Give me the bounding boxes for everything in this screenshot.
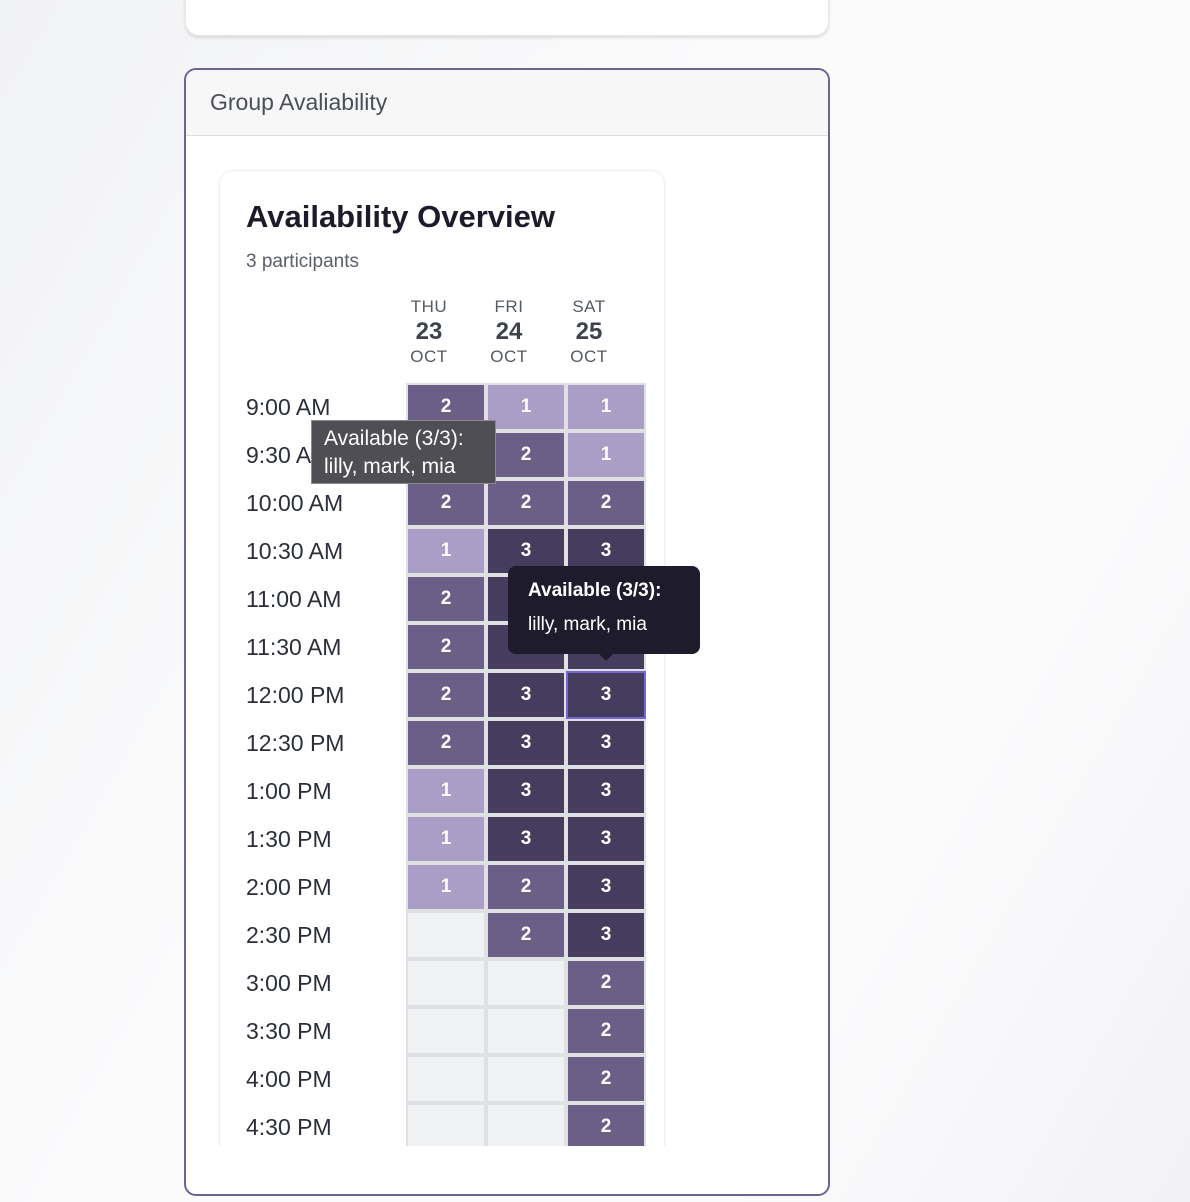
slot-cell-thu[interactable]: 2 (408, 625, 484, 669)
time-label: 4:30 PM (246, 1114, 332, 1140)
group-availability-header: Group Avaliability (186, 70, 828, 136)
slot-cell-fri[interactable]: 3 (488, 817, 564, 861)
time-label: 10:00 AM (246, 490, 344, 516)
slot-cell-sat[interactable]: 3 (568, 913, 644, 957)
previous-card (185, 0, 829, 36)
time-label: 1:30 PM (246, 826, 332, 852)
slot-cell-thu[interactable]: 2 (408, 721, 484, 765)
day-of-week: THU (410, 297, 448, 316)
availability-grid: 211321222133233233233233133133123232222 (406, 383, 646, 1146)
group-availability-card: Group Avaliability Availability Overview… (184, 68, 830, 1196)
slot-cell-sat[interactable]: 2 (568, 1105, 644, 1146)
day-number: 23 (415, 318, 443, 345)
slot-cell-thu[interactable]: 2 (408, 481, 484, 525)
slot-cell-fri[interactable]: 2 (488, 913, 564, 957)
slot-cell-thu[interactable]: 1 (408, 817, 484, 861)
slot-cell-sat[interactable]: 2 (568, 1057, 644, 1101)
time-label: 9:00 AM (246, 394, 331, 420)
group-availability-title: Group Avaliability (210, 89, 388, 115)
time-label: 12:00 PM (246, 682, 345, 708)
participants-count: 3 participants (246, 251, 360, 272)
slot-cell-thu[interactable] (408, 913, 484, 957)
slot-cell-fri[interactable]: 1 (488, 385, 564, 429)
native-tooltip: Available (3/3): lilly, mark, mia (311, 420, 496, 484)
slot-cell-fri[interactable] (488, 1057, 564, 1101)
time-label: 4:00 PM (246, 1066, 332, 1092)
time-label: 11:30 AM (246, 634, 342, 660)
overview-scroll-area[interactable]: Availability Overview 3 participants THU… (186, 136, 828, 1146)
month: OCT (570, 347, 608, 366)
slot-cell-fri[interactable]: 3 (488, 769, 564, 813)
slot-cell-thu[interactable]: 1 (408, 865, 484, 909)
day-header-sat: SAT 25 OCT (550, 297, 628, 367)
time-label: 2:00 PM (246, 874, 332, 900)
slot-cell-fri[interactable]: 2 (488, 865, 564, 909)
day-of-week: FRI (494, 297, 524, 316)
slot-cell-fri[interactable]: 2 (488, 481, 564, 525)
day-number: 24 (495, 318, 523, 345)
native-tooltip-line1: Available (3/3): (324, 427, 464, 450)
slot-cell-fri[interactable] (488, 961, 564, 1005)
month: OCT (490, 347, 528, 366)
native-tooltip-line2: lilly, mark, mia (324, 455, 456, 478)
slot-cell-sat[interactable]: 3 (568, 529, 644, 573)
slot-cell-fri[interactable] (488, 1105, 564, 1146)
slot-cell-sat[interactable]: 1 (568, 433, 644, 477)
tooltip-title: Available (3/3): (528, 580, 662, 601)
slot-cell-fri[interactable]: 2 (488, 433, 564, 477)
day-header-fri: FRI 24 OCT (470, 297, 548, 367)
slot-cell-fri[interactable] (488, 1009, 564, 1053)
slot-cell-sat[interactable]: 2 (568, 961, 644, 1005)
day-of-week: SAT (572, 297, 606, 316)
slot-cell-thu[interactable]: 1 (408, 529, 484, 573)
slot-cell-sat[interactable]: 3 (566, 671, 646, 719)
availability-tooltip: Available (3/3): lilly, mark, mia (508, 566, 700, 661)
time-label: 10:30 AM (246, 538, 344, 564)
time-label: 12:30 PM (246, 730, 345, 756)
slot-cell-sat[interactable]: 3 (568, 721, 644, 765)
tooltip-arrow (598, 653, 614, 661)
tooltip-names: lilly, mark, mia (528, 614, 647, 635)
overview-title: Availability Overview (246, 199, 556, 234)
day-header-thu: THU 23 OCT (390, 297, 468, 367)
time-label: 2:30 PM (246, 922, 332, 948)
slot-cell-fri[interactable]: 3 (488, 721, 564, 765)
slot-cell-fri[interactable]: 3 (488, 673, 564, 717)
time-label: 1:00 PM (246, 778, 332, 804)
slot-cell-thu[interactable] (408, 1009, 484, 1053)
slot-cell-thu[interactable]: 2 (408, 577, 484, 621)
slot-cell-thu[interactable] (408, 1057, 484, 1101)
time-label: 3:30 PM (246, 1018, 332, 1044)
month: OCT (410, 347, 448, 366)
slot-cell-thu[interactable]: 1 (408, 769, 484, 813)
slot-cell-sat[interactable]: 2 (568, 481, 644, 525)
slot-cell-sat[interactable]: 3 (568, 817, 644, 861)
slot-cell-thu[interactable]: 2 (408, 673, 484, 717)
slot-cell-thu[interactable] (408, 1105, 484, 1146)
time-label: 3:00 PM (246, 970, 332, 996)
slot-cell-sat[interactable]: 1 (568, 385, 644, 429)
slot-cell-fri[interactable]: 3 (488, 529, 564, 573)
day-number: 25 (575, 318, 603, 345)
slot-cell-sat[interactable]: 2 (568, 1009, 644, 1053)
slot-cell-thu[interactable] (408, 961, 484, 1005)
time-label: 11:00 AM (246, 586, 342, 612)
slot-cell-sat[interactable]: 3 (568, 769, 644, 813)
slot-cell-sat[interactable]: 3 (568, 865, 644, 909)
